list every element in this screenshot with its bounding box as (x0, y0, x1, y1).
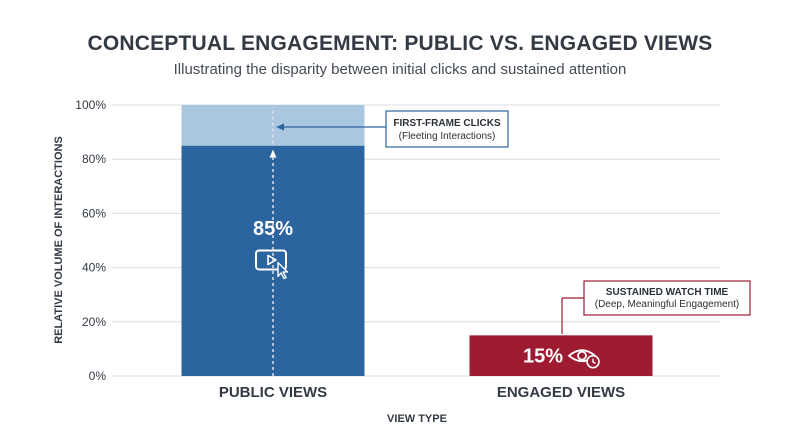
y-tick-label: 40% (82, 261, 106, 275)
y-tick-label: 100% (75, 98, 106, 112)
y-tick-label: 20% (82, 315, 106, 329)
arrowhead-icon (269, 149, 277, 158)
annotation-box (583, 280, 751, 316)
bar-value-label-engaged: 15% (523, 346, 563, 368)
y-axis-title: RELATIVE VOLUME OF INTERACTIONS (53, 136, 65, 344)
arrowhead-icon (276, 123, 284, 131)
chart-subtitle: Illustrating the disparity between initi… (173, 61, 627, 78)
annotation-text: (Fleeting Interactions) (399, 131, 496, 142)
chart-title: CONCEPTUAL ENGAGEMENT: PUBLIC VS. ENGAGE… (87, 32, 713, 55)
y-tick-label: 0% (89, 369, 107, 383)
annotation-text: (Deep, Meaningful Engagement) (595, 299, 740, 310)
annotation-heading: SUSTAINED WATCH TIME (606, 287, 729, 298)
eye-clock-icon (567, 349, 600, 369)
x-axis-title: VIEW TYPE (387, 413, 447, 425)
x-category-label-public-views: PUBLIC VIEWS (219, 384, 327, 401)
play-cursor-icon (255, 249, 289, 280)
annotation-first-frame-clicks: FIRST-FRAME CLICKS (Fleeting Interaction… (276, 110, 509, 148)
annotation-heading: FIRST-FRAME CLICKS (393, 118, 501, 129)
y-tick-label: 60% (82, 206, 106, 220)
annotation-box (385, 110, 509, 148)
y-tick-labels: 0% 20% 40% 60% 80% 100% (75, 98, 106, 383)
bar-engaged-views (469, 335, 653, 376)
annotation-sustained-watch-time: SUSTAINED WATCH TIME (Deep, Meaningful E… (561, 280, 751, 334)
x-category-label-engaged-views: ENGAGED VIEWS (497, 384, 625, 401)
y-tick-label: 80% (82, 152, 106, 166)
